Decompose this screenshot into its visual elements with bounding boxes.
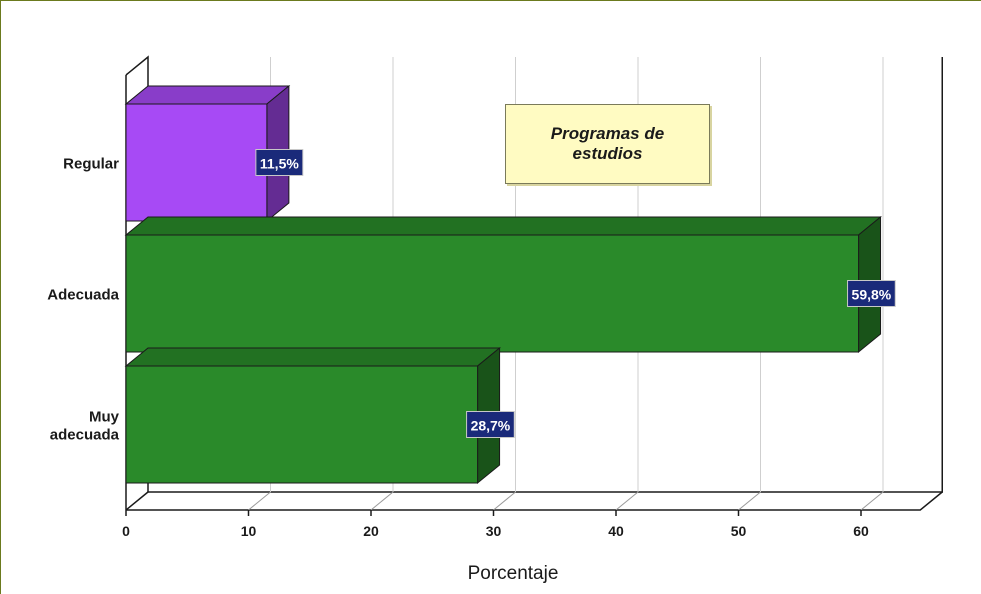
category-label: Adecuada — [47, 287, 119, 304]
bar-front-face — [125, 365, 479, 484]
grid-floor-line — [860, 491, 884, 511]
bars — [124, 84, 882, 485]
x-tick-labels: 0 10 20 30 40 50 60 — [122, 523, 869, 539]
grid-floor-line — [370, 491, 394, 511]
x-tick-label: 50 — [731, 523, 747, 539]
grid-floor-line — [248, 491, 271, 511]
category-label: Muy — [89, 409, 120, 426]
bar-top-face — [124, 85, 291, 105]
bar-front-face — [125, 234, 860, 353]
x-tick-label: 10 — [241, 523, 257, 539]
bar-top-face — [124, 216, 882, 236]
x-tick-label: 40 — [608, 523, 624, 539]
x-tick-label: 20 — [363, 523, 379, 539]
legend-box: Programas de estudios — [505, 104, 710, 184]
grid-floor-line — [615, 491, 639, 511]
bar-adecuada — [124, 215, 882, 354]
x-tick-label: 60 — [853, 523, 869, 539]
legend-title: Programas de estudios — [550, 124, 665, 163]
data-labels: 11,5% 59,8% 28,7% — [255, 149, 896, 438]
grid-floor-line — [493, 491, 516, 511]
data-label-bg — [255, 149, 304, 176]
data-label: 11,5% — [255, 149, 304, 176]
floor-edge — [126, 491, 943, 511]
data-label: 28,7% — [466, 411, 515, 438]
bar-front-face — [125, 103, 268, 222]
data-label-bg — [847, 280, 896, 307]
x-tick-label: 30 — [486, 523, 502, 539]
category-label: adecuada — [50, 427, 120, 444]
data-label-bg — [466, 411, 515, 438]
bar-muy-adecuada — [124, 346, 501, 485]
data-label: 59,8% — [847, 280, 896, 307]
category-label: Regular — [63, 156, 119, 173]
bar-top-face — [124, 347, 501, 367]
data-label-text: 28,7% — [471, 418, 511, 434]
floor-left-edge — [125, 491, 149, 511]
x-tick-label: 0 — [122, 523, 130, 539]
data-label-text: 11,5% — [260, 156, 299, 172]
data-label-text: 59,8% — [852, 287, 892, 303]
x-axis-title: Porcentaje — [468, 563, 559, 584]
grid-floor-line — [738, 491, 761, 511]
